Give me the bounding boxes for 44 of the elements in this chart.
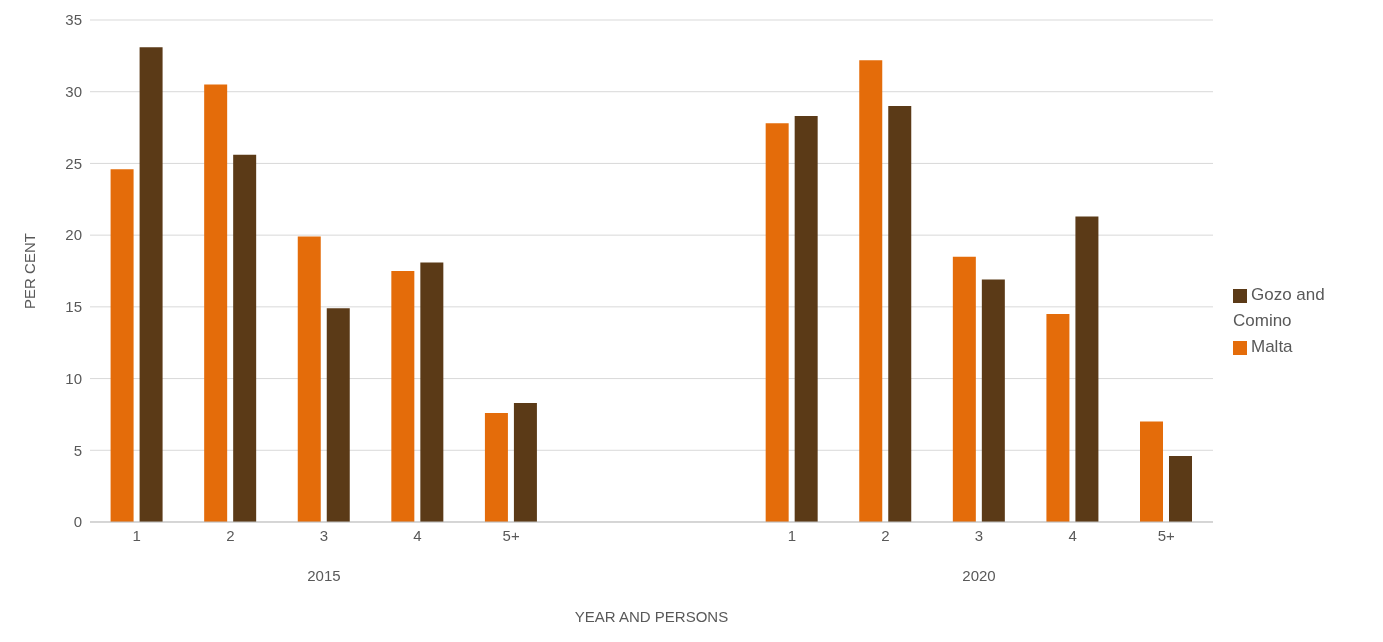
bar xyxy=(326,308,350,522)
bar xyxy=(888,106,912,522)
bar xyxy=(981,279,1005,522)
x-tick-label: 3 xyxy=(319,526,329,544)
bar xyxy=(1046,314,1070,522)
bar xyxy=(420,262,444,522)
bar xyxy=(297,236,321,522)
bar xyxy=(794,116,818,522)
x-tick-label: 1 xyxy=(132,526,141,544)
y-tick-label: 5 xyxy=(73,441,82,459)
bar xyxy=(233,154,257,522)
x-tick-label: 5+ xyxy=(1157,526,1175,544)
bar xyxy=(391,271,415,522)
y-tick-label: 20 xyxy=(65,226,82,244)
bar xyxy=(484,412,508,522)
legend-label: Malta xyxy=(1251,337,1293,356)
y-tick-label: 0 xyxy=(73,513,82,531)
bar xyxy=(765,123,789,522)
text: 2020 xyxy=(962,566,996,584)
x-tick-label: 2 xyxy=(226,526,235,544)
y-tick-label: 10 xyxy=(65,369,82,387)
x-tick-label: 1 xyxy=(787,526,797,544)
x-tick-label: 2 xyxy=(881,526,890,544)
y-tick-label: 35 xyxy=(65,11,82,29)
bar xyxy=(513,402,537,522)
text: 2015 xyxy=(307,566,341,584)
x-tick-label: 5+ xyxy=(502,526,520,544)
bar xyxy=(110,169,134,522)
bar xyxy=(1075,216,1099,522)
x-axis-title: YEAR AND PERSONS xyxy=(574,608,729,625)
bar xyxy=(204,84,228,522)
x-tick-label: 4 xyxy=(1068,526,1077,544)
legend-label: Gozo and Comino xyxy=(1233,285,1325,330)
bar xyxy=(139,47,163,522)
bar xyxy=(859,60,883,522)
x-tick-label: 4 xyxy=(413,526,422,544)
y-tick-label: 25 xyxy=(65,154,82,172)
bar xyxy=(952,256,976,522)
x-tick-label: 3 xyxy=(974,526,984,544)
bar xyxy=(1140,421,1164,522)
y-tick-label: 30 xyxy=(65,83,82,101)
y-axis-title: PER CENT xyxy=(21,233,39,309)
y-tick-label: 15 xyxy=(65,298,82,316)
bar xyxy=(1169,456,1193,522)
